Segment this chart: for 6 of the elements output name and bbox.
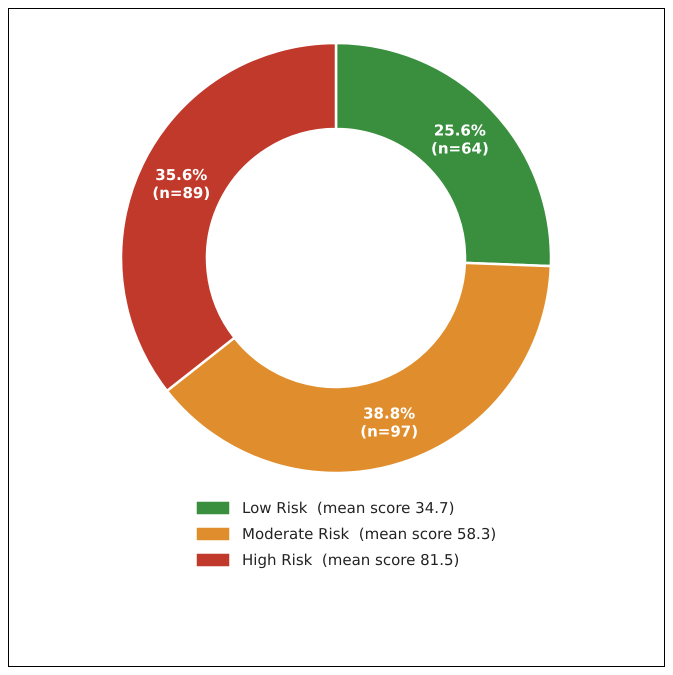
data-label: 35.6% (n=89)	[152, 166, 210, 202]
legend-label: High Risk (mean score 81.5)	[242, 551, 460, 569]
data-label: 25.6% (n=64)	[430, 122, 489, 158]
legend-label: Moderate Risk (mean score 58.3)	[242, 525, 496, 543]
legend-label: Low Risk (mean score 34.7)	[242, 499, 454, 517]
data-label: 38.8% (n=97)	[360, 404, 418, 441]
